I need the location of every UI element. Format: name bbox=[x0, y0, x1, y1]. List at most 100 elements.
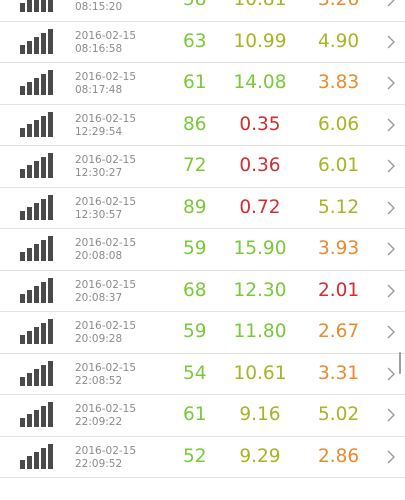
record-row[interactable]: 2016-02-15 20:08:08 59 15.90 3.93 bbox=[0, 229, 405, 271]
record-time: 20:08:37 bbox=[75, 291, 123, 304]
record-value-1: 58 bbox=[183, 0, 209, 12]
record-datetime: 2016-02-15 12:30:27 bbox=[75, 154, 136, 180]
record-date: 2016-02-15 bbox=[75, 320, 137, 332]
chevron-right-icon[interactable] bbox=[386, 200, 396, 216]
chevron-right-icon[interactable] bbox=[386, 34, 396, 50]
record-value-1: 86 bbox=[183, 113, 207, 135]
scrollbar-thumb[interactable] bbox=[399, 352, 401, 374]
record-date: 2016-02-15 bbox=[75, 278, 137, 291]
chevron-right-icon[interactable] bbox=[386, 117, 396, 133]
record-date: 2016-02-15 bbox=[75, 403, 137, 415]
record-time: 12:30:57 bbox=[75, 208, 123, 221]
chevron-right-icon[interactable] bbox=[386, 158, 396, 174]
record-value-1: 63 bbox=[183, 30, 207, 52]
record-time: 22:09:52 bbox=[75, 457, 123, 470]
record-value-3: 4.90 bbox=[318, 30, 360, 52]
chevron-right-icon[interactable] bbox=[386, 449, 396, 465]
record-row[interactable]: 2016-02-15 22:09:52 52 9.29 2.86 bbox=[0, 436, 405, 478]
record-datetime: 2016-02-15 22:09:52 bbox=[75, 445, 136, 471]
record-value-3: 2.67 bbox=[318, 321, 360, 342]
record-datetime: 2016-02-15 08:17:48 bbox=[75, 71, 136, 97]
record-value-1: 61 bbox=[183, 404, 207, 425]
record-value-3: 5.02 bbox=[318, 404, 360, 425]
record-datetime: 2016-02-15 08:16:58 bbox=[75, 30, 136, 56]
signal-strength-icon bbox=[20, 28, 54, 54]
signal-strength-icon bbox=[20, 0, 54, 12]
chevron-right-icon[interactable] bbox=[386, 366, 396, 382]
record-value-2: 10.99 bbox=[233, 30, 287, 52]
record-time: 08:17:48 bbox=[75, 84, 123, 96]
records-list: 2016-02-15 08:15:20 58 10.81 3.26 2016-0… bbox=[0, 0, 405, 478]
record-date: 2016-02-15 bbox=[75, 195, 137, 208]
record-value-2: 10.61 bbox=[233, 362, 287, 384]
record-value-1: 59 bbox=[183, 321, 207, 342]
record-time: 22:09:22 bbox=[75, 416, 123, 428]
record-datetime: 2016-02-15 20:08:08 bbox=[75, 237, 136, 263]
signal-strength-icon bbox=[20, 277, 54, 303]
chevron-right-icon[interactable] bbox=[386, 241, 396, 257]
record-value-2: 15.90 bbox=[233, 238, 287, 259]
record-value-1: 61 bbox=[183, 72, 207, 93]
signal-strength-icon bbox=[20, 360, 54, 386]
record-value-1: 68 bbox=[183, 279, 207, 301]
record-datetime: 2016-02-15 12:30:57 bbox=[75, 196, 136, 222]
record-row[interactable]: 2016-02-15 12:30:57 89 0.72 5.12 bbox=[0, 187, 405, 229]
chevron-right-icon[interactable] bbox=[386, 283, 396, 299]
record-row[interactable]: 2016-02-15 12:30:27 72 0.36 6.01 bbox=[0, 146, 405, 188]
record-value-2: 0.35 bbox=[239, 113, 281, 135]
record-value-1: 52 bbox=[183, 445, 207, 467]
signal-strength-icon bbox=[20, 236, 54, 261]
record-value-2: 14.08 bbox=[233, 72, 287, 93]
record-value-3: 6.01 bbox=[318, 155, 360, 176]
signal-strength-icon bbox=[20, 319, 54, 344]
record-row[interactable]: 2016-02-15 20:08:37 68 12.30 2.01 bbox=[0, 270, 405, 312]
record-value-2: 0.36 bbox=[239, 155, 281, 176]
chevron-right-icon[interactable] bbox=[386, 75, 396, 91]
chevron-right-icon[interactable] bbox=[386, 324, 396, 340]
signal-strength-icon bbox=[20, 70, 54, 95]
record-value-3: 3.83 bbox=[318, 72, 360, 93]
record-value-2: 9.29 bbox=[239, 445, 281, 467]
record-row[interactable]: 2016-02-15 12:29:54 86 0.35 6.06 bbox=[0, 104, 405, 146]
record-row[interactable]: 2016-02-15 08:16:58 63 10.99 4.90 bbox=[0, 21, 405, 63]
record-datetime: 2016-02-15 22:09:22 bbox=[75, 403, 136, 429]
record-row[interactable]: 2016-02-15 08:17:48 61 14.08 3.83 bbox=[0, 63, 405, 105]
record-date: 2016-02-15 bbox=[75, 237, 137, 249]
record-value-2: 9.16 bbox=[239, 404, 281, 425]
record-time: 22:08:52 bbox=[75, 374, 123, 387]
record-value-2: 10.81 bbox=[230, 0, 290, 12]
record-value-3: 5.12 bbox=[318, 196, 360, 218]
record-time: 20:08:08 bbox=[75, 250, 123, 262]
chevron-right-icon[interactable] bbox=[386, 407, 396, 423]
record-value-2: 12.30 bbox=[233, 279, 287, 301]
record-datetime: 2016-02-15 08:15:20 bbox=[75, 0, 136, 14]
record-value-2: 11.80 bbox=[233, 321, 287, 342]
record-value-3: 3.26 bbox=[318, 0, 378, 12]
record-time: 12:29:54 bbox=[75, 125, 123, 138]
record-date: 2016-02-15 bbox=[75, 361, 137, 374]
record-value-1: 72 bbox=[183, 155, 207, 176]
record-date: 2016-02-15 bbox=[75, 154, 137, 166]
signal-strength-icon bbox=[20, 194, 54, 220]
record-value-1: 59 bbox=[183, 238, 207, 259]
record-value-3: 3.93 bbox=[318, 238, 360, 259]
record-date: 2016-02-15 bbox=[75, 112, 137, 125]
record-value-3: 3.31 bbox=[318, 362, 360, 384]
record-value-3: 6.06 bbox=[318, 113, 360, 135]
record-datetime: 2016-02-15 20:08:37 bbox=[75, 279, 136, 305]
record-value-1: 89 bbox=[183, 196, 207, 218]
chevron-right-icon[interactable] bbox=[386, 0, 396, 8]
record-time: 12:30:27 bbox=[75, 167, 123, 179]
signal-strength-icon bbox=[20, 443, 54, 469]
record-row[interactable]: 2016-02-15 08:15:20 58 10.81 3.26 bbox=[0, 0, 405, 22]
record-date: 2016-02-15 bbox=[75, 71, 137, 83]
record-value-3: 2.01 bbox=[318, 279, 360, 301]
record-time: 08:16:58 bbox=[75, 42, 123, 55]
signal-strength-icon bbox=[20, 402, 54, 427]
record-row[interactable]: 2016-02-15 22:08:52 54 10.61 3.31 bbox=[0, 353, 405, 395]
record-value-2: 0.72 bbox=[239, 196, 281, 218]
record-row[interactable]: 2016-02-15 22:09:22 61 9.16 5.02 bbox=[0, 395, 405, 437]
record-value-3: 2.86 bbox=[318, 445, 360, 467]
signal-strength-icon bbox=[20, 111, 54, 137]
record-row[interactable]: 2016-02-15 20:09:28 59 11.80 2.67 bbox=[0, 312, 405, 354]
